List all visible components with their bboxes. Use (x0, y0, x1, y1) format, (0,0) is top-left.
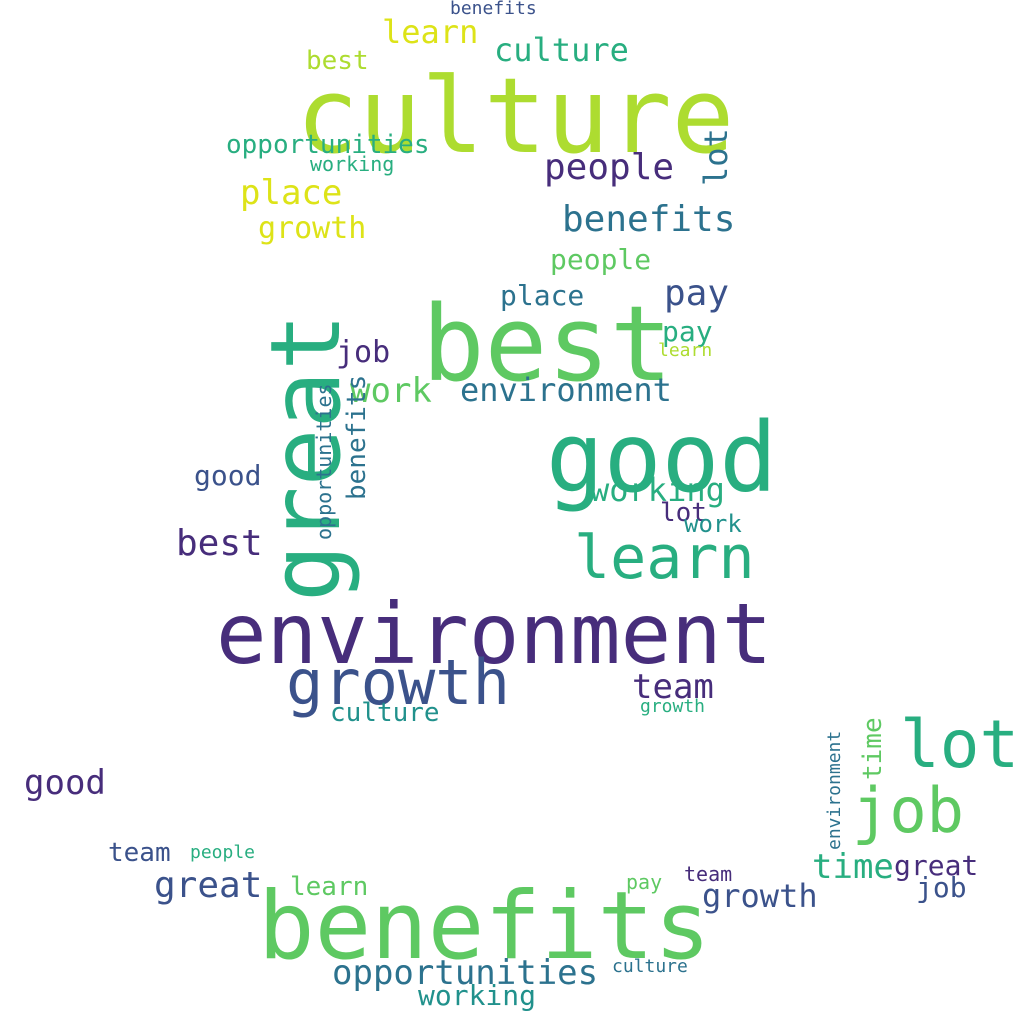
word: environment (460, 371, 672, 409)
word: benefits (342, 374, 372, 500)
word: learn (574, 523, 755, 593)
word: learn (658, 340, 713, 361)
word: people (190, 842, 256, 863)
word: opportunities (312, 383, 336, 540)
word: opportunities (332, 953, 599, 993)
word: job (852, 774, 964, 847)
word: team (108, 838, 171, 868)
word: time (812, 847, 894, 887)
word: good (24, 763, 106, 803)
word: pay (626, 870, 663, 894)
word: lot (697, 128, 735, 186)
word: culture (612, 956, 688, 977)
word: people (544, 147, 675, 188)
word: growth (702, 877, 818, 915)
word: job (336, 335, 391, 370)
word: benefits (450, 0, 537, 19)
word: culture (330, 698, 440, 728)
word: great (154, 865, 263, 906)
word: good (194, 459, 262, 492)
word: good (546, 402, 778, 514)
word: place (240, 173, 343, 213)
word: time (858, 717, 888, 780)
word: lot (660, 498, 707, 528)
word: pay (664, 273, 730, 314)
word: best (306, 46, 369, 76)
word: job (916, 871, 967, 904)
word: place (500, 279, 585, 312)
word: lot (900, 706, 1020, 783)
word: growth (640, 696, 706, 717)
word: best (422, 283, 673, 405)
word: work (350, 371, 432, 411)
word: work (684, 510, 742, 538)
word: working (590, 471, 725, 509)
word: people (550, 243, 652, 276)
word: learn (290, 872, 369, 902)
word: growth (286, 646, 510, 719)
word: benefits (258, 872, 711, 981)
word: culture (494, 31, 629, 69)
word: opportunities (226, 130, 430, 160)
word: team (632, 667, 714, 707)
word: benefits (562, 199, 736, 240)
word: pay (662, 315, 713, 348)
word: environment (216, 585, 773, 683)
word: working (310, 152, 395, 176)
word: best (176, 523, 263, 564)
word: team (684, 862, 733, 886)
word: growth (258, 211, 367, 246)
word: culture (296, 55, 735, 177)
word: environment (824, 730, 845, 850)
word: great (894, 849, 979, 882)
word: learn (382, 13, 479, 51)
word: working (418, 979, 537, 1012)
